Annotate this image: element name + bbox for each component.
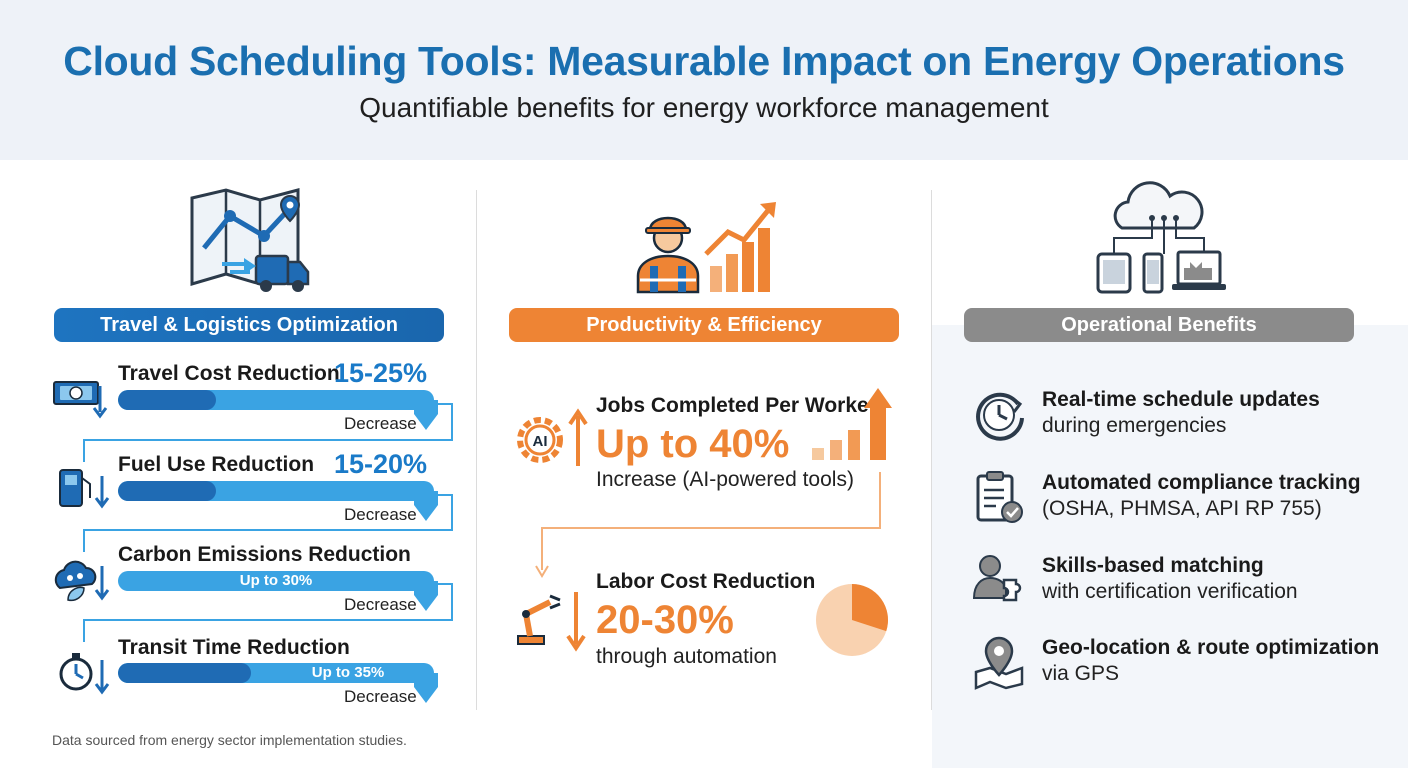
fuel-use-bar xyxy=(118,481,434,501)
decrease-arrow-icon xyxy=(414,673,438,703)
productivity-heading: Productivity & Efficiency xyxy=(509,308,899,342)
robot-arm-icon xyxy=(517,592,586,652)
ai-gear-icon: AI xyxy=(517,408,588,466)
svg-text:AI: AI xyxy=(533,433,548,450)
jobs-completed-value: Up to 40% xyxy=(596,422,790,466)
person-puzzle-icon xyxy=(972,555,1022,602)
cloud-devices-icon xyxy=(1096,181,1226,294)
page-subtitle: Quantifiable benefits for energy workfor… xyxy=(359,92,1049,123)
travel-cost-value: 15-25% xyxy=(334,358,428,388)
operational-heading: Operational Benefits xyxy=(964,308,1354,342)
op-item-2-sub: (OSHA, PHMSA, API RP 755) xyxy=(1042,497,1322,520)
travel-cost-label: Travel Cost Reduction xyxy=(118,362,340,385)
co2-leaf-icon xyxy=(54,560,110,602)
fuel-pump-icon xyxy=(59,469,110,509)
transit-time-bar: Up to 35% xyxy=(118,663,434,683)
map-pin-icon xyxy=(974,636,1024,690)
labor-cost-note: through automation xyxy=(596,645,777,668)
jobs-completed-note: Increase (AI-powered tools) xyxy=(596,468,854,491)
labor-cost-value: 20-30% xyxy=(596,598,734,642)
op-item-1-title: Real-time schedule updates xyxy=(1042,388,1320,411)
labor-cost-label: Labor Cost Reduction xyxy=(596,570,816,593)
op-item-4-title: Geo-location & route optimization xyxy=(1042,636,1380,659)
carbon-emissions-note: Decrease xyxy=(344,595,417,614)
decrease-arrow-icon xyxy=(414,400,438,430)
jobs-completed-label: Jobs Completed Per Worker xyxy=(596,394,877,417)
transit-time-label: Transit Time Reduction xyxy=(118,636,350,659)
column-divider-right xyxy=(931,190,932,710)
op-item-1-sub: during emergencies xyxy=(1042,414,1227,437)
transit-time-note: Decrease xyxy=(344,687,417,706)
travel-connector-lines xyxy=(83,403,453,642)
travel-cost-note: Decrease xyxy=(344,414,417,433)
travel-cost-bar xyxy=(118,390,434,410)
clipboard-check-icon xyxy=(976,471,1023,523)
carbon-emissions-value: Up to 30% xyxy=(239,572,313,589)
decrease-arrow-icon xyxy=(414,581,438,611)
op-item-2-title: Automated compliance tracking xyxy=(1042,471,1361,494)
op-item-3-sub: with certification verification xyxy=(1042,580,1298,603)
column-divider-left xyxy=(476,190,477,710)
clock-refresh-icon xyxy=(976,392,1024,441)
decrease-arrow-icon xyxy=(414,491,438,521)
header-band xyxy=(0,0,1408,160)
carbon-emissions-label: Carbon Emissions Reduction xyxy=(118,543,411,566)
fuel-use-label: Fuel Use Reduction xyxy=(118,453,315,476)
fuel-use-value: 15-20% xyxy=(334,449,428,479)
productivity-connector-line xyxy=(535,472,881,578)
transit-time-bar-fill xyxy=(118,663,251,683)
carbon-emissions-bar: Up to 30% xyxy=(118,571,434,591)
transit-time-value: Up to 35% xyxy=(311,664,385,681)
travel-heading: Travel & Logistics Optimization xyxy=(54,308,444,342)
money-icon xyxy=(53,381,108,419)
stopwatch-icon xyxy=(59,653,110,695)
footnote: Data sourced from energy sector implemen… xyxy=(52,732,407,748)
op-item-4-sub: via GPS xyxy=(1042,662,1120,685)
fuel-use-note: Decrease xyxy=(344,505,417,524)
op-item-3-title: Skills-based matching xyxy=(1042,554,1264,577)
labor-cost-pie xyxy=(816,584,888,656)
travel-cost-bar-fill xyxy=(118,390,216,410)
increase-bars-icon xyxy=(812,388,892,460)
fuel-use-bar-fill xyxy=(118,481,216,501)
map-truck-icon xyxy=(190,188,310,292)
pie-highlight-slice xyxy=(852,584,888,632)
worker-growth-icon xyxy=(636,202,776,294)
page-title: Cloud Scheduling Tools: Measurable Impac… xyxy=(63,38,1345,84)
